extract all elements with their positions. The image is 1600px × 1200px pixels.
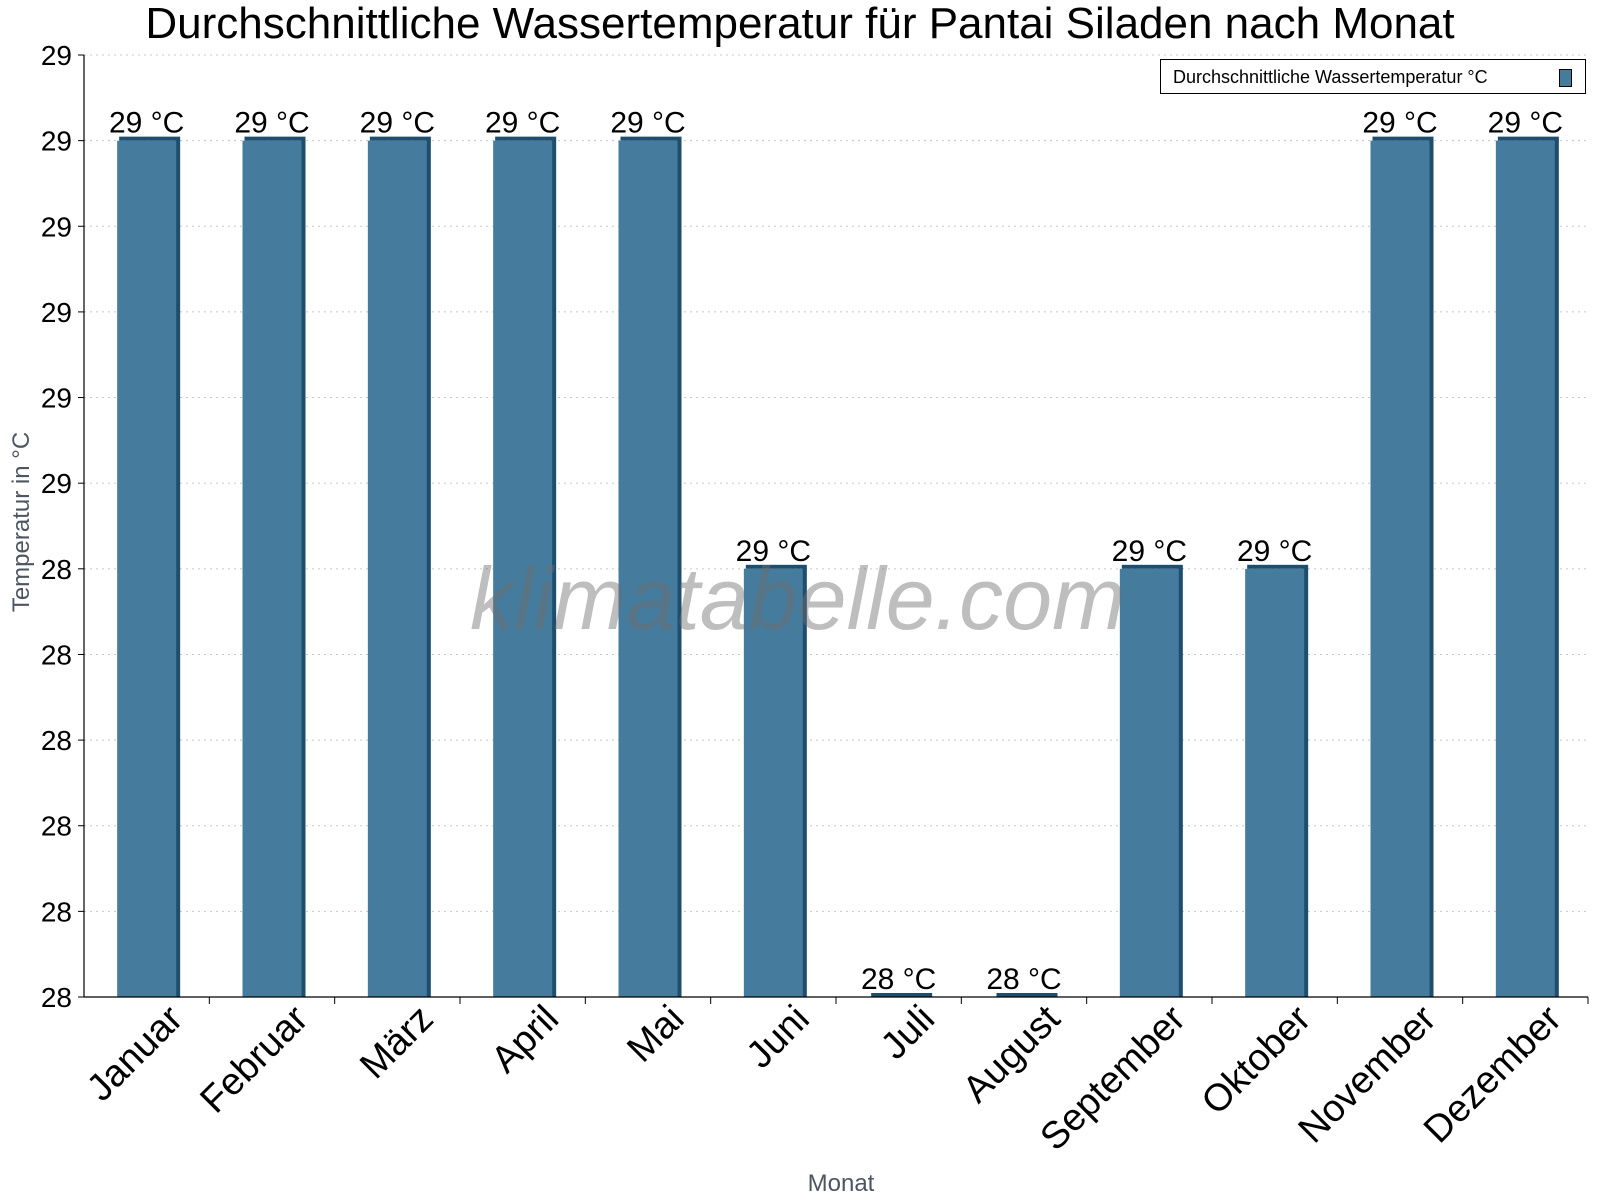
data-label: 29 °C [1362,107,1437,140]
data-label: 29 °C [360,107,435,140]
bar-side [1428,139,1434,998]
bar [367,140,427,998]
bar-top [244,136,306,141]
x-tick-label: Juli [873,998,943,1068]
bar-top [745,564,807,569]
data-label: 29 °C [234,107,309,140]
bar-top [620,136,682,141]
data-label: 29 °C [485,107,560,140]
bar [618,140,678,998]
y-tick-label: 28 [41,554,72,585]
bar [1245,568,1305,997]
data-label: 28 °C [986,963,1061,996]
bar [743,568,803,997]
x-tick-label: März [352,998,441,1087]
bar-top [369,136,431,141]
bar [117,140,177,998]
data-label: 29 °C [1112,535,1187,568]
y-tick-label: 29 [41,40,72,71]
legend: Durchschnittliche Wassertemperatur °C [1160,59,1586,94]
legend-swatch [1559,69,1572,87]
y-tick-label: 29 [41,297,72,328]
gridlines [84,54,1588,912]
bar-top [495,136,557,141]
bar-top [1497,136,1559,141]
bar-side [1553,139,1559,998]
bar [242,140,302,998]
bar-top [1121,564,1183,569]
bar-side [175,139,181,998]
x-tick-label: August [955,997,1069,1111]
y-tick-label: 28 [41,982,72,1013]
x-tick-label: Juni [739,998,818,1077]
x-tick-label: Februar [193,997,317,1121]
y-tick-label: 28 [41,639,72,670]
bar-top [1372,136,1434,141]
data-labels: 29 °C 29 °C 29 °C 29 °C 29 °C 29 °C 28 °C 28 °C… [109,107,1563,996]
bar-top [119,136,181,141]
bar-top [1247,564,1309,569]
bar-top [996,993,1058,997]
bar-side [1177,567,1183,997]
watermark: klimatabelle.com [470,549,1126,648]
bar-side [300,139,306,998]
bar-side [425,139,431,998]
x-tick-label: Oktober [1194,997,1320,1123]
y-axis-title: Temperatur in °C [8,431,35,613]
data-label: 29 °C [1237,535,1312,568]
y-tick-label: 28 [41,725,72,756]
y-tick-label: 28 [41,896,72,927]
y-tick-label: 28 [41,811,72,842]
data-label: 28 °C [861,963,936,996]
x-axis-title: Monat [807,1170,875,1197]
y-tick-label: 29 [41,211,72,242]
chart-title: Durchschnittliche Wassertemperatur für P… [145,0,1455,48]
data-label: 29 °C [1488,107,1563,140]
bar-top [871,993,933,997]
bar-side [551,139,557,998]
x-tick-label: Dezember [1416,997,1570,1151]
legend-label: Durchschnittliche Wassertemperatur °C [1173,67,1488,87]
x-tick-label: April [484,998,567,1081]
bar [1119,568,1179,997]
bar-side [801,567,807,997]
bar-side [676,139,682,998]
bar [1370,140,1430,998]
bar-side [1303,567,1309,997]
data-label: 29 °C [736,535,811,568]
x-tick-label: Mai [619,998,692,1071]
data-label: 29 °C [109,107,184,140]
y-tick-label: 29 [41,468,72,499]
bar [1495,140,1555,998]
bars [117,136,1559,998]
data-label: 29 °C [610,107,685,140]
bar [493,140,553,998]
y-tick-label: 29 [41,383,72,414]
y-tick-label: 29 [41,126,72,157]
x-tick-label: Januar [79,997,191,1109]
